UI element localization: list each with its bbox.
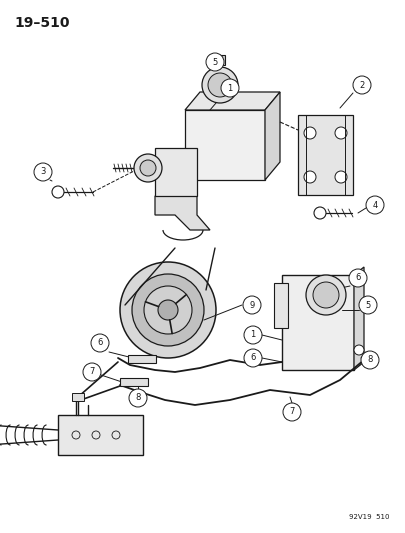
Text: 9: 9 [249,301,254,310]
Polygon shape [264,92,279,180]
Circle shape [202,67,237,103]
Polygon shape [155,196,209,230]
Circle shape [360,351,378,369]
Circle shape [120,262,215,358]
Circle shape [205,53,224,71]
Circle shape [348,269,366,287]
Circle shape [334,127,346,139]
Circle shape [158,300,177,320]
Bar [128,355,156,363]
Bar [58,415,143,455]
Text: 2: 2 [358,80,364,90]
Circle shape [91,334,109,352]
Circle shape [83,363,101,381]
Circle shape [334,171,346,183]
Text: 1: 1 [227,84,232,93]
Circle shape [207,73,231,97]
Circle shape [140,160,156,176]
Text: 1: 1 [250,330,255,340]
Circle shape [353,345,363,355]
Text: 7: 7 [89,367,94,376]
Text: 7: 7 [289,408,294,416]
Text: 8: 8 [135,393,141,402]
Circle shape [305,275,345,315]
Circle shape [243,326,261,344]
Circle shape [358,296,376,314]
Text: 3: 3 [40,167,46,176]
Text: 8: 8 [367,356,372,365]
Circle shape [34,163,52,181]
Circle shape [243,349,261,367]
Circle shape [365,196,383,214]
Bar [281,275,353,370]
Bar [155,148,196,196]
Bar [185,110,264,180]
Circle shape [220,79,239,97]
Polygon shape [185,92,279,110]
Text: 6: 6 [97,338,102,348]
Circle shape [303,127,315,139]
Bar [72,393,84,401]
Bar [273,283,287,328]
Circle shape [129,389,147,407]
Circle shape [313,207,325,219]
Text: 5: 5 [212,58,217,67]
Circle shape [52,186,64,198]
Text: 92V19  510: 92V19 510 [349,514,389,520]
Circle shape [144,286,192,334]
Circle shape [132,274,203,346]
Polygon shape [353,267,363,370]
Text: 6: 6 [354,273,360,282]
Text: 4: 4 [371,200,377,209]
Circle shape [312,282,338,308]
Text: 19–510: 19–510 [14,16,69,30]
Text: 5: 5 [364,301,370,310]
Circle shape [303,171,315,183]
Circle shape [243,296,260,314]
Circle shape [352,76,370,94]
Bar [215,55,224,65]
Text: 6: 6 [250,353,255,362]
Circle shape [134,154,162,182]
Circle shape [282,403,300,421]
Bar [297,115,352,195]
Bar [120,378,148,386]
